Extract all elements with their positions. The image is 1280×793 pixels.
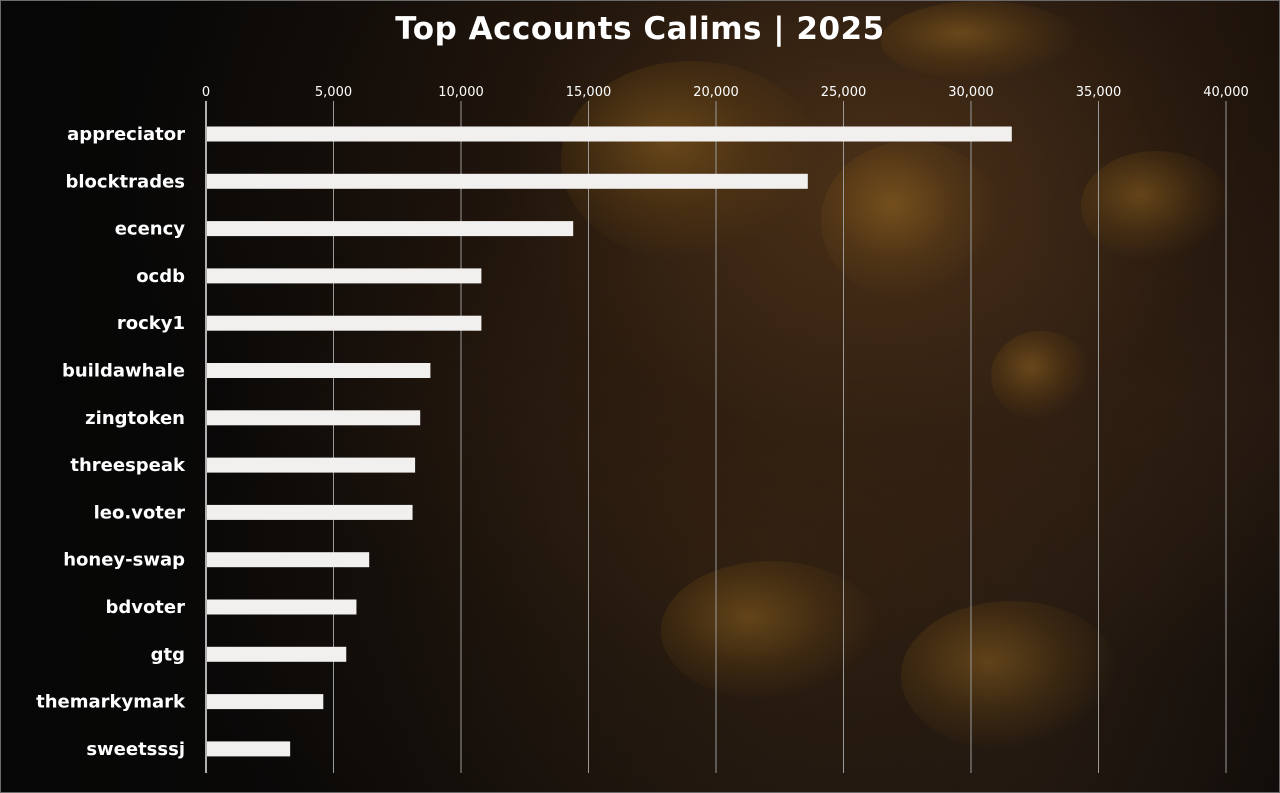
- category-label: threespeak: [70, 455, 186, 476]
- category-labels: appreciator blocktrades ecency ocdb rocky1 bu…: [36, 124, 186, 760]
- x-tick-label: 35,000: [1076, 85, 1122, 100]
- background-decoration: [661, 561, 881, 701]
- bar-rocky1: [207, 315, 482, 331]
- bar-gtg: [207, 646, 347, 662]
- bar-blocktrades: [207, 173, 808, 189]
- bar-honey-swap: [207, 552, 370, 568]
- bar-buildawhale: [207, 363, 431, 378]
- gridlines: [205, 101, 1227, 773]
- background-decoration: [881, 1, 1081, 81]
- category-label: blocktrades: [66, 171, 186, 192]
- category-label: bdvoter: [105, 597, 185, 618]
- category-label: themarkymark: [36, 692, 186, 713]
- bar-ecency: [207, 221, 574, 237]
- x-tick-label: 10,000: [438, 85, 484, 100]
- bar-themarkymark: [207, 694, 324, 710]
- bar-sweetsssj: [207, 741, 291, 757]
- category-label: gtg: [151, 644, 185, 665]
- bar-appreciator: [207, 126, 1012, 142]
- x-tick-label: 25,000: [821, 85, 867, 100]
- category-label: leo.voter: [94, 502, 185, 523]
- category-label: ecency: [115, 219, 186, 240]
- x-tick-label: 30,000: [948, 85, 994, 100]
- x-tick-label: 20,000: [693, 85, 739, 100]
- bar-ocdb: [207, 268, 482, 284]
- category-label: ocdb: [136, 266, 185, 287]
- category-label: honey-swap: [63, 550, 185, 571]
- x-tick-label: 5,000: [315, 85, 352, 100]
- background-decoration: [991, 331, 1091, 421]
- x-tick-label: 40,000: [1203, 85, 1249, 100]
- bars: [207, 126, 1012, 757]
- x-axis-ticks: 0 5,000 10,000 15,000 20,000 25,000 30,000 35,0…: [202, 85, 1249, 100]
- bar-bdvoter: [207, 599, 357, 615]
- x-tick-label: 0: [202, 85, 210, 100]
- category-label: buildawhale: [62, 361, 185, 382]
- bar-threespeak: [207, 457, 416, 473]
- background-decoration: [1081, 151, 1231, 261]
- category-label: zingtoken: [85, 408, 185, 429]
- category-label: appreciator: [67, 124, 185, 145]
- x-tick-label: 15,000: [566, 85, 612, 100]
- category-label: sweetsssj: [86, 739, 185, 760]
- chart-title: Top Accounts Calims | 2025: [395, 11, 885, 47]
- bar-zingtoken: [207, 410, 421, 426]
- category-label: rocky1: [117, 313, 185, 334]
- bar-leo.voter: [207, 504, 413, 520]
- background-decoration: [901, 601, 1121, 751]
- background-decoration: [561, 61, 821, 261]
